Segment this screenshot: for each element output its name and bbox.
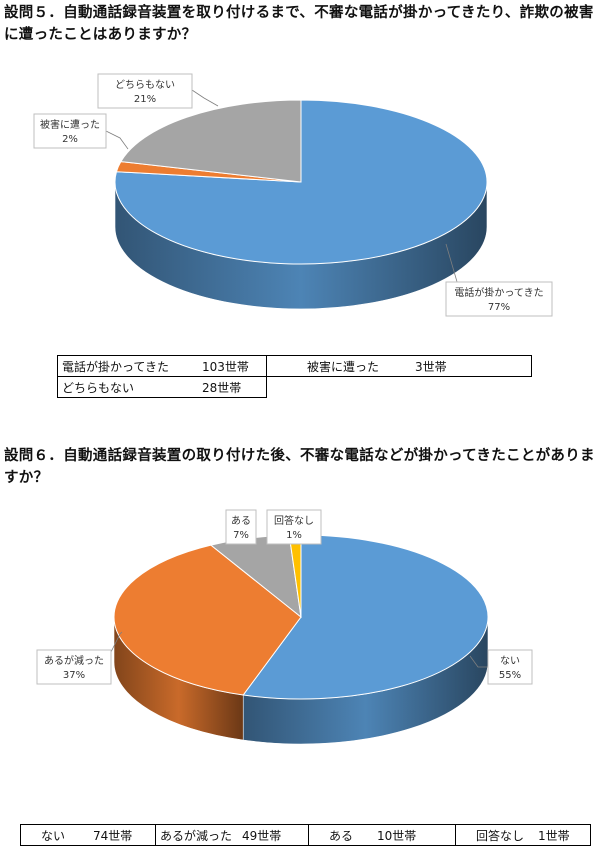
pie-slices [113, 534, 489, 700]
callout-slice-0: 電話が掛かってきた 77% [445, 243, 553, 317]
question-6-text: 設問６．自動通話録音装置の取り付けた後、不審な電話などが掛かってきたことがありま… [4, 448, 595, 486]
callout-percent-label: 1% [286, 530, 302, 541]
pie-slice-0 [242, 534, 489, 700]
household-count: 28世帯 [202, 380, 242, 395]
household-count: 10世帯 [377, 828, 417, 843]
callout-category-label: 被害に遭った [40, 118, 100, 131]
question-5-text: 設問５．自動通話録音装置を取り付けるまで、不審な電話が掛かってきたり、詐欺の被害… [4, 5, 594, 43]
category-label: どちらもない [62, 380, 135, 395]
callout-slice-2: どちらもない 21% [97, 73, 219, 109]
pie-slice-1 [113, 544, 302, 696]
table-row: ない 74世帯 あるが減った 49世帯 ある 10世帯 回答なし 1世帯 [20, 824, 591, 846]
category-label: 回答なし [476, 828, 525, 843]
table-cell: ない 74世帯 [20, 824, 156, 846]
pie-chart-q5: 電話が掛かってきた 77% 被害に遭った 2% どちらもない 21% [33, 73, 553, 317]
empty-cell [267, 377, 532, 398]
table-cell: どちらもない 28世帯 [57, 376, 267, 398]
pie-callouts: ない 55% あるが減った 37% ある 7% 回答なし 1% [36, 509, 533, 685]
category-label: あるが減った [160, 828, 233, 843]
callout-slice-3: 回答なし 1% [266, 509, 322, 545]
callout-category-label: あるが減った [44, 654, 104, 667]
table-cell: 電話が掛かってきた 103世帯 [57, 355, 267, 377]
counts-table-q5: 電話が掛かってきた 103世帯 被害に遭った 3世帯 どちらもない 28世帯 [57, 355, 532, 398]
callout-slice-1: あるが減った 37% [36, 631, 123, 685]
household-count: 49世帯 [242, 828, 282, 843]
callout-percent-label: 55% [499, 670, 521, 681]
category-label: ない [41, 828, 66, 843]
callout-category-label: ある [231, 515, 251, 527]
category-label: ある [329, 828, 354, 843]
callout-percent-label: 37% [63, 670, 85, 681]
callout-slice-2: ある 7% [225, 509, 257, 545]
callout-percent-label: 21% [134, 94, 156, 105]
pie-slices [114, 99, 488, 265]
table-row: 電話が掛かってきた 103世帯 被害に遭った 3世帯 [57, 355, 532, 377]
callout-category-label: どちらもない [115, 79, 175, 91]
pie-callouts: 電話が掛かってきた 77% 被害に遭った 2% どちらもない 21% [33, 73, 553, 317]
callout-slice-1: 被害に遭った 2% [33, 113, 129, 150]
table-row: どちらもない 28世帯 [57, 376, 532, 398]
counts-table-q6: ない 74世帯 あるが減った 49世帯 ある 10世帯 回答なし 1世帯 [20, 824, 591, 846]
callout-category-label: 回答なし [274, 514, 314, 527]
household-count: 1世帯 [538, 828, 570, 843]
callout-category-label: 電話が掛かってきた [454, 286, 543, 299]
callout-percent-label: 7% [233, 530, 249, 541]
table-cell: ある 10世帯 [308, 824, 456, 846]
table-cell: あるが減った 49世帯 [155, 824, 309, 846]
pie-chart-q6: ない 55% あるが減った 37% ある 7% 回答なし 1% [36, 509, 533, 745]
category-label: 電話が掛かってきた [62, 359, 170, 374]
household-count: 74世帯 [93, 828, 133, 843]
callout-category-label: ない [500, 655, 520, 667]
category-label: 被害に遭った [307, 359, 380, 374]
table-cell: 回答なし 1世帯 [455, 824, 591, 846]
callout-percent-label: 77% [488, 302, 510, 313]
table-cell: 被害に遭った 3世帯 [266, 355, 532, 377]
callout-slice-0: ない 55% [469, 649, 533, 685]
callout-percent-label: 2% [62, 134, 78, 145]
household-count: 103世帯 [202, 359, 249, 374]
household-count: 3世帯 [415, 359, 447, 374]
pie-slice-2 [120, 99, 302, 183]
